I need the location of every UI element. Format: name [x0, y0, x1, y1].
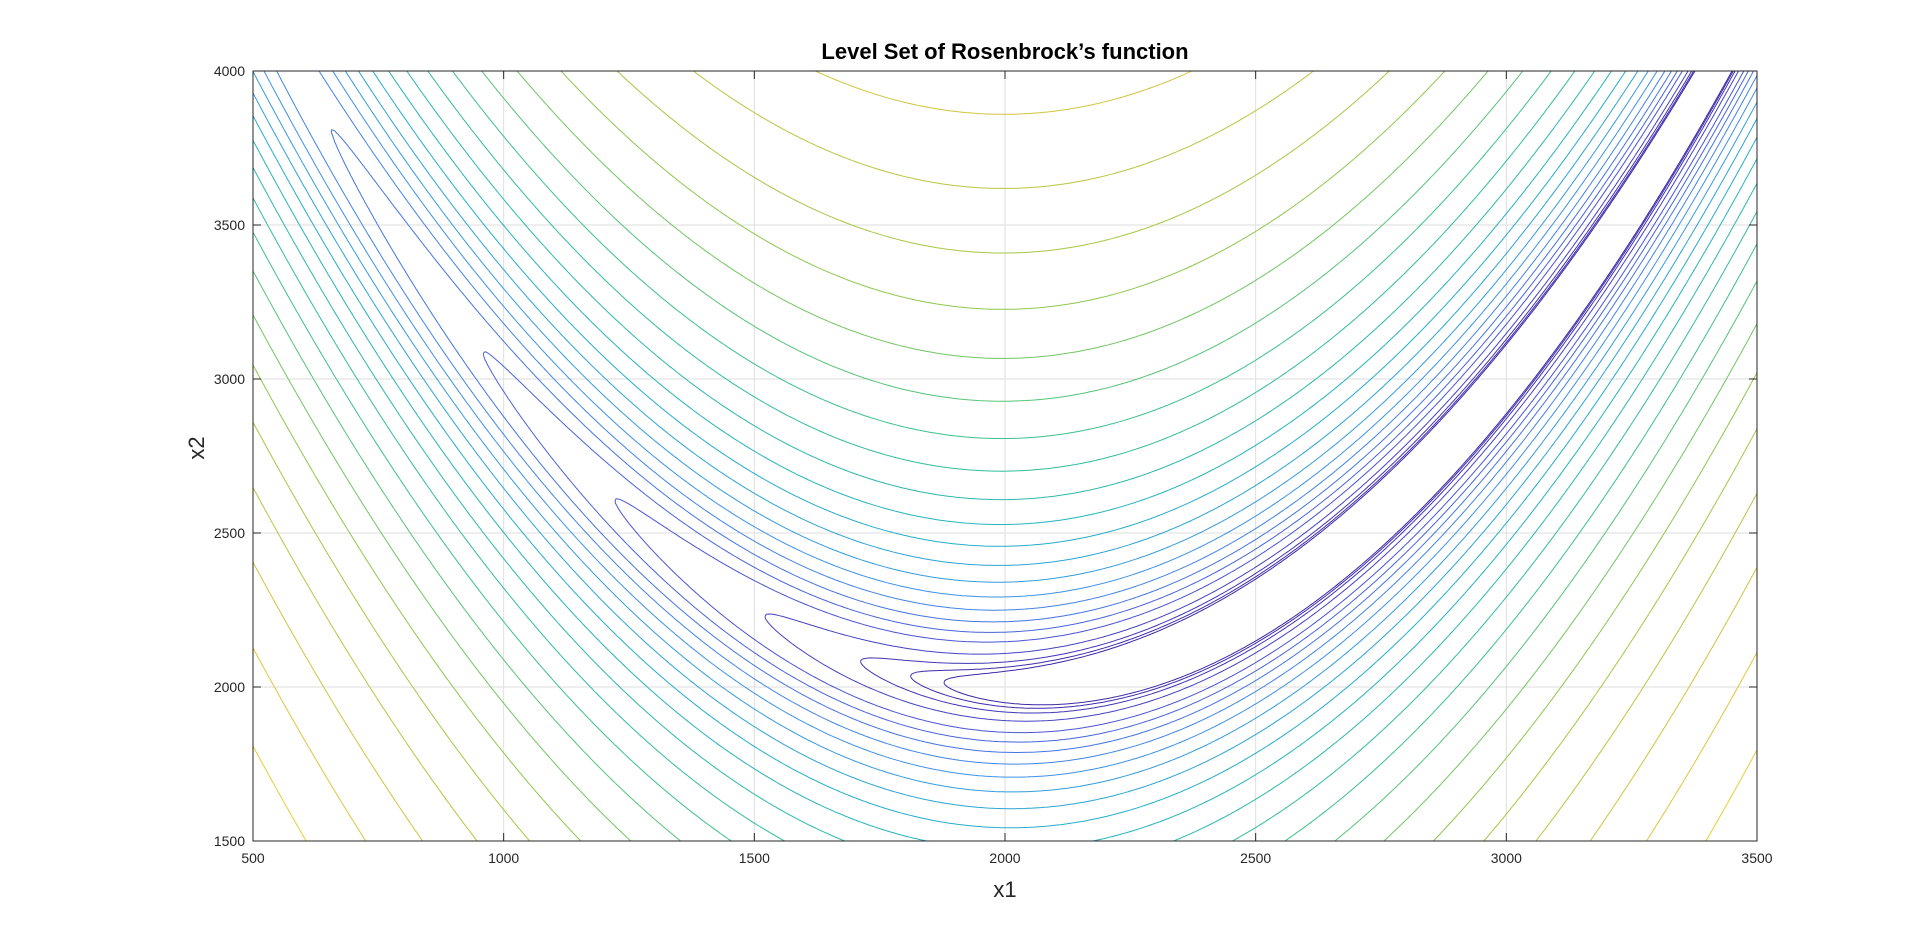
y-tick-label: 1500 [214, 833, 245, 849]
contour-level-19 [253, 71, 1757, 841]
contour-level-11 [253, 71, 1757, 829]
contour-level-21 [253, 71, 1757, 841]
x-tick-label: 1500 [739, 850, 770, 866]
contour-level-7 [276, 71, 1757, 765]
contour-level-10 [253, 71, 1757, 810]
y-tick-label: 2000 [214, 679, 245, 695]
contour-level-16 [253, 71, 1757, 841]
contour-level-1 [910, 71, 1734, 709]
x-tick-label: 3500 [1741, 850, 1772, 866]
y-tick-label: 3000 [214, 371, 245, 387]
contour-level-6 [330, 71, 1754, 753]
contour-level-22 [253, 647, 1757, 841]
y-axis-label: x2 [184, 436, 209, 459]
contour-level-2 [860, 71, 1736, 714]
contour-level-20 [253, 71, 1757, 841]
contour-level-3 [764, 71, 1739, 722]
contour-level-15 [253, 71, 1757, 841]
y-tick-label: 4000 [214, 63, 245, 79]
y-tick-label: 3500 [214, 217, 245, 233]
x-axis-label: x1 [993, 877, 1016, 902]
x-tick-label: 3000 [1491, 850, 1522, 866]
contour-level-12 [253, 71, 1757, 841]
contour-level-4 [614, 71, 1745, 734]
chart-title: Level Set of Rosenbrock’s function [821, 39, 1188, 64]
x-tick-label: 2000 [989, 850, 1020, 866]
ticks: 500 1000 1500 2000 2500 3000 3500 1500 2000 2500 3… [214, 63, 1773, 866]
contour-level-9 [253, 71, 1757, 793]
x-tick-label: 1000 [488, 850, 519, 866]
contour-lines [253, 71, 1757, 841]
contour-level-5 [482, 71, 1749, 743]
contour-level-8 [263, 71, 1757, 778]
y-tick-label: 2500 [214, 525, 245, 541]
contour-level-23 [253, 745, 1757, 841]
contour-level-17 [253, 71, 1757, 841]
x-tick-label: 500 [241, 850, 265, 866]
contour-level-0 [943, 71, 1733, 706]
contour-level-13 [253, 71, 1757, 841]
x-tick-label: 2500 [1240, 850, 1271, 866]
